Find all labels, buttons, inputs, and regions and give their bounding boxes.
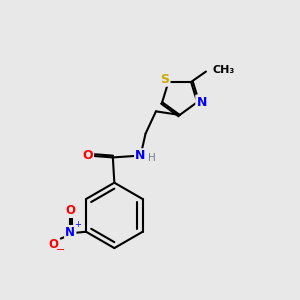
Text: CH₃: CH₃ [212, 65, 235, 75]
Text: O: O [48, 238, 58, 251]
Text: O: O [82, 149, 93, 162]
Text: N: N [196, 96, 207, 109]
Text: H: H [148, 153, 155, 163]
Text: N: N [135, 149, 146, 162]
Text: O: O [65, 204, 75, 217]
Text: S: S [160, 73, 169, 85]
Text: +: + [74, 220, 80, 230]
Text: N: N [65, 226, 75, 239]
Text: −: − [56, 245, 65, 256]
